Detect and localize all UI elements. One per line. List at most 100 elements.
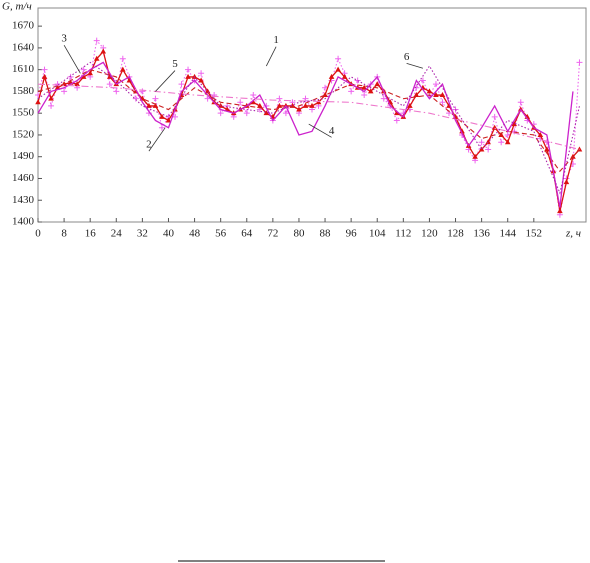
y-axis-label: G, т/ч	[2, 1, 32, 13]
x-tick-label: 152	[526, 228, 543, 240]
x-tick-label: 32	[137, 228, 148, 240]
point-marker	[217, 110, 224, 117]
point-marker	[146, 102, 152, 108]
point-marker	[211, 92, 218, 99]
point-marker	[282, 110, 289, 117]
point-marker	[348, 88, 355, 95]
annotation-leader	[148, 127, 166, 152]
point-marker	[537, 131, 544, 137]
point-marker	[48, 102, 55, 109]
point-marker	[367, 88, 374, 94]
point-marker	[243, 110, 250, 117]
annotation: 4	[329, 125, 335, 137]
y-tick-label: 1490	[12, 150, 35, 162]
x-tick-label: 120	[421, 228, 438, 240]
point-marker	[185, 66, 192, 73]
point-marker	[80, 73, 87, 79]
point-marker	[257, 102, 263, 108]
x-tick-label: 96	[346, 228, 358, 240]
point-marker	[198, 70, 205, 77]
point-marker	[276, 102, 283, 108]
point-marker	[413, 92, 420, 98]
annotation-leader	[265, 46, 277, 67]
point-marker	[498, 139, 505, 146]
x-tick-label: 48	[189, 228, 201, 240]
point-marker	[178, 81, 185, 88]
point-marker	[61, 88, 68, 95]
series-line	[37, 39, 581, 215]
point-marker	[498, 131, 504, 137]
point-marker	[563, 179, 570, 185]
annotation: 3	[61, 33, 67, 45]
y-tick-label: 1640	[12, 41, 35, 53]
x-tick-label: 144	[499, 228, 516, 240]
x-tick-label: 0	[35, 228, 41, 240]
x-tick-label: 56	[215, 228, 227, 240]
point-marker	[433, 92, 439, 98]
point-marker	[485, 146, 492, 153]
point-marker	[41, 66, 48, 73]
point-marker	[120, 66, 126, 72]
series-line	[37, 50, 580, 212]
point-marker	[335, 66, 341, 72]
annotation: 5	[172, 58, 178, 70]
series-line	[37, 61, 581, 195]
point-marker	[328, 73, 335, 79]
point-marker	[100, 48, 107, 54]
annotation-leader	[63, 44, 81, 74]
point-marker	[126, 77, 133, 83]
point-marker	[250, 99, 257, 105]
point-marker	[380, 95, 387, 102]
point-marker	[309, 102, 315, 108]
point-marker	[543, 139, 550, 146]
point-marker	[341, 73, 348, 79]
point-marker	[517, 99, 524, 106]
point-marker	[472, 153, 478, 159]
point-marker	[432, 81, 439, 88]
point-marker	[393, 117, 400, 124]
series-line	[37, 83, 580, 150]
point-marker	[276, 95, 283, 102]
y-tick-label: 1400	[12, 216, 35, 228]
point-marker	[478, 139, 485, 146]
point-marker	[74, 81, 80, 87]
point-marker	[250, 92, 257, 99]
annotation-leader	[155, 70, 176, 92]
point-marker	[544, 146, 550, 152]
point-marker	[159, 113, 165, 119]
point-marker	[165, 117, 172, 123]
point-marker	[374, 81, 381, 87]
point-marker	[67, 73, 74, 80]
x-tick-label: 24	[111, 228, 123, 240]
y-tick-label: 1670	[12, 20, 35, 32]
x-tick-label: 16	[85, 228, 97, 240]
x-tick-label: 88	[320, 228, 332, 240]
point-marker	[152, 95, 159, 102]
point-marker	[459, 128, 465, 134]
point-marker	[394, 110, 400, 116]
point-marker	[185, 73, 191, 79]
point-marker	[198, 77, 204, 83]
x-tick-label: 64	[241, 228, 253, 240]
x-tick-label: 40	[163, 228, 175, 240]
point-marker	[204, 95, 211, 102]
annotation: 2	[146, 139, 152, 151]
point-marker	[491, 124, 498, 130]
y-tick-label: 1430	[12, 194, 35, 206]
point-marker	[152, 102, 159, 108]
point-marker	[419, 77, 426, 84]
point-marker	[48, 95, 54, 101]
point-marker	[119, 55, 126, 62]
series-line	[37, 69, 580, 173]
point-marker	[439, 92, 446, 98]
x-tick-label: 80	[293, 228, 305, 240]
point-marker	[407, 102, 413, 108]
point-marker	[113, 88, 120, 95]
x-tick-label: 8	[61, 228, 67, 240]
y-tick-label: 1520	[12, 128, 35, 140]
point-marker	[439, 99, 446, 106]
point-marker	[361, 84, 367, 90]
point-marker	[237, 99, 244, 106]
point-marker	[557, 208, 563, 214]
